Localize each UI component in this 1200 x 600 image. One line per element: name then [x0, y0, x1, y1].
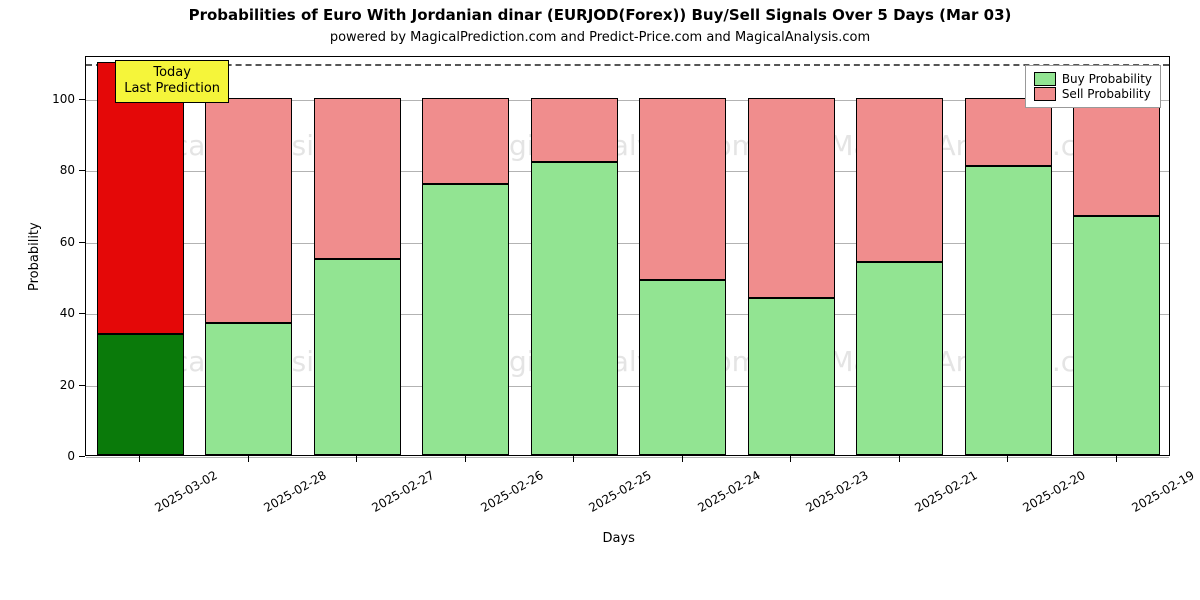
buy-bar: [748, 298, 835, 455]
bar-group: [97, 62, 184, 455]
bars-container: [86, 57, 1169, 455]
x-tick-mark: [356, 456, 357, 462]
sell-bar: [531, 98, 618, 162]
bar-group: [531, 98, 618, 455]
legend-item: Buy Probability: [1034, 72, 1152, 86]
sell-bar: [748, 98, 835, 298]
y-tick-label: 100: [43, 92, 75, 106]
sell-bar: [639, 98, 726, 280]
buy-bar: [856, 262, 943, 455]
today-annotation: Today Last Prediction: [115, 60, 229, 103]
bar-group: [748, 98, 835, 455]
bar-group: [639, 98, 726, 455]
buy-bar: [531, 162, 618, 455]
buy-bar: [205, 323, 292, 455]
legend-swatch: [1034, 87, 1056, 101]
x-tick-mark: [248, 456, 249, 462]
x-axis-label: Days: [603, 531, 635, 546]
y-tick-mark: [79, 313, 85, 314]
legend-label: Sell Probability: [1062, 87, 1151, 101]
sell-bar: [314, 98, 401, 259]
chart-subtitle: powered by MagicalPrediction.com and Pre…: [0, 30, 1200, 45]
x-tick-label: 2025-02-19: [1129, 468, 1196, 515]
x-tick-label: 2025-02-21: [912, 468, 979, 515]
x-tick-mark: [682, 456, 683, 462]
y-tick-mark: [79, 242, 85, 243]
annotation-line2: Last Prediction: [124, 81, 220, 97]
x-tick-label: 2025-02-26: [478, 468, 545, 515]
y-tick-label: 0: [43, 449, 75, 463]
sell-bar: [205, 98, 292, 323]
x-tick-label: 2025-02-25: [587, 468, 654, 515]
sell-bar: [97, 62, 184, 333]
buy-bar: [639, 280, 726, 455]
bar-group: [965, 98, 1052, 455]
y-tick-mark: [79, 170, 85, 171]
y-axis-label: Probability: [27, 222, 42, 291]
y-tick-label: 40: [43, 306, 75, 320]
bar-group: [1073, 98, 1160, 455]
bar-group: [422, 98, 509, 455]
sell-bar: [965, 98, 1052, 166]
x-tick-label: 2025-02-23: [804, 468, 871, 515]
buy-bar: [97, 334, 184, 455]
x-tick-mark: [573, 456, 574, 462]
chart-title: Probabilities of Euro With Jordanian din…: [0, 6, 1200, 24]
sell-bar: [422, 98, 509, 184]
x-tick-mark: [465, 456, 466, 462]
legend: Buy ProbabilitySell Probability: [1025, 65, 1161, 108]
annotation-line1: Today: [124, 65, 220, 81]
bar-group: [314, 98, 401, 455]
y-tick-label: 80: [43, 163, 75, 177]
y-tick-mark: [79, 456, 85, 457]
x-tick-mark: [899, 456, 900, 462]
x-tick-label: 2025-03-02: [153, 468, 220, 515]
y-tick-mark: [79, 99, 85, 100]
chart-container: Probabilities of Euro With Jordanian din…: [0, 0, 1200, 600]
buy-bar: [1073, 216, 1160, 455]
plot-area: MagicalAnalysis.comMagicalAnalysis.comMa…: [85, 56, 1170, 456]
buy-bar: [965, 166, 1052, 455]
legend-swatch: [1034, 72, 1056, 86]
x-tick-label: 2025-02-20: [1021, 468, 1088, 515]
buy-bar: [314, 259, 401, 455]
sell-bar: [1073, 98, 1160, 216]
y-tick-label: 60: [43, 235, 75, 249]
x-tick-label: 2025-02-28: [261, 468, 328, 515]
buy-bar: [422, 184, 509, 455]
y-tick-label: 20: [43, 378, 75, 392]
x-tick-mark: [1007, 456, 1008, 462]
bar-group: [856, 98, 943, 455]
y-tick-mark: [79, 385, 85, 386]
x-tick-label: 2025-02-24: [695, 468, 762, 515]
sell-bar: [856, 98, 943, 262]
legend-item: Sell Probability: [1034, 87, 1152, 101]
x-tick-label: 2025-02-27: [370, 468, 437, 515]
x-tick-mark: [1116, 456, 1117, 462]
legend-label: Buy Probability: [1062, 72, 1152, 86]
x-tick-mark: [790, 456, 791, 462]
bar-group: [205, 98, 292, 455]
x-tick-mark: [139, 456, 140, 462]
